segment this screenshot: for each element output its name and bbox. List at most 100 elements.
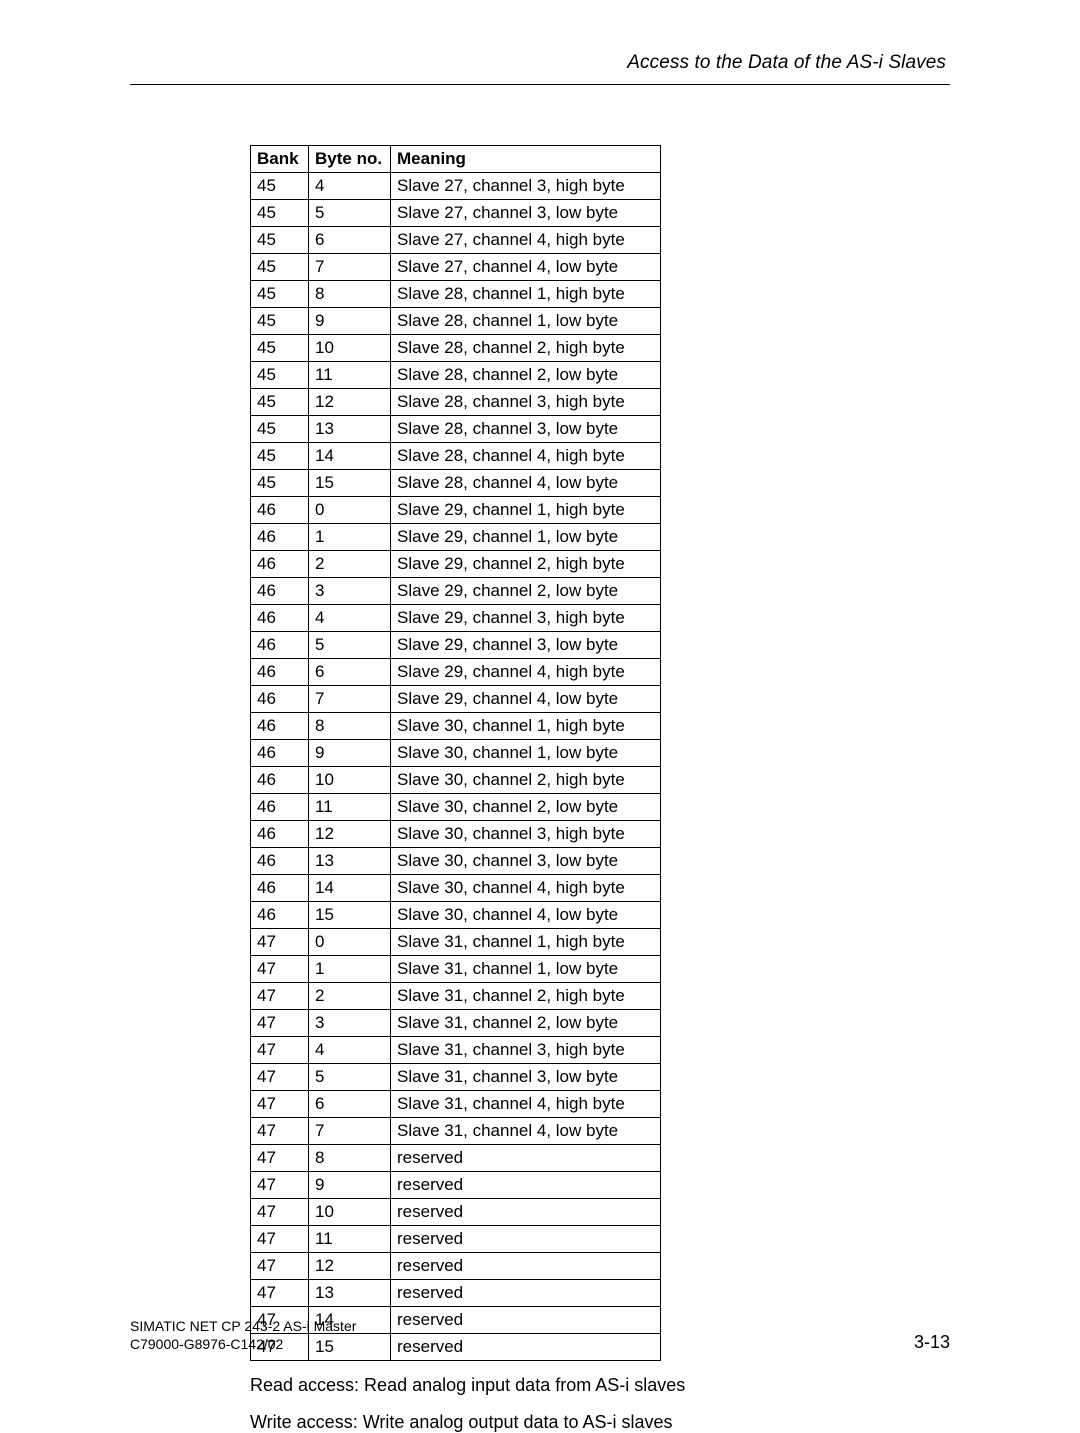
- footer-docnum: C79000-G8976-C142/02: [130, 1335, 356, 1353]
- table-row: 476Slave 31, channel 4, high byte: [251, 1091, 661, 1118]
- table-row: 4512Slave 28, channel 3, high byte: [251, 389, 661, 416]
- table-row: 4612Slave 30, channel 3, high byte: [251, 821, 661, 848]
- cell-bank: 47: [251, 1226, 309, 1253]
- cell-bank: 45: [251, 200, 309, 227]
- table-row: 4511Slave 28, channel 2, low byte: [251, 362, 661, 389]
- table-row: 4610Slave 30, channel 2, high byte: [251, 767, 661, 794]
- cell-bank: 46: [251, 605, 309, 632]
- cell-meaning: Slave 29, channel 1, high byte: [391, 497, 661, 524]
- table-row: 4510Slave 28, channel 2, high byte: [251, 335, 661, 362]
- cell-byte: 1: [309, 956, 391, 983]
- cell-byte: 12: [309, 821, 391, 848]
- cell-meaning: Slave 28, channel 4, low byte: [391, 470, 661, 497]
- cell-meaning: Slave 27, channel 3, low byte: [391, 200, 661, 227]
- cell-byte: 4: [309, 605, 391, 632]
- cell-byte: 7: [309, 254, 391, 281]
- cell-bank: 45: [251, 416, 309, 443]
- cell-byte: 8: [309, 713, 391, 740]
- cell-meaning: Slave 28, channel 1, high byte: [391, 281, 661, 308]
- cell-meaning: Slave 31, channel 1, low byte: [391, 956, 661, 983]
- cell-meaning: Slave 31, channel 2, low byte: [391, 1010, 661, 1037]
- cell-meaning: Slave 27, channel 4, high byte: [391, 227, 661, 254]
- cell-bank: 45: [251, 254, 309, 281]
- cell-meaning: Slave 29, channel 2, high byte: [391, 551, 661, 578]
- cell-meaning: Slave 27, channel 3, high byte: [391, 173, 661, 200]
- cell-byte: 10: [309, 767, 391, 794]
- cell-meaning: reserved: [391, 1226, 661, 1253]
- footer-pagenum: 3-13: [914, 1332, 950, 1353]
- cell-meaning: Slave 29, channel 4, high byte: [391, 659, 661, 686]
- table-row: 456Slave 27, channel 4, high byte: [251, 227, 661, 254]
- table-row: 462Slave 29, channel 2, high byte: [251, 551, 661, 578]
- data-table: Bank Byte no. Meaning 454Slave 27, chann…: [250, 145, 661, 1361]
- table-row: 470Slave 31, channel 1, high byte: [251, 929, 661, 956]
- cell-bank: 46: [251, 740, 309, 767]
- table-row: 4515Slave 28, channel 4, low byte: [251, 470, 661, 497]
- cell-meaning: Slave 31, channel 4, low byte: [391, 1118, 661, 1145]
- cell-meaning: Slave 30, channel 4, low byte: [391, 902, 661, 929]
- cell-bank: 45: [251, 173, 309, 200]
- cell-bank: 46: [251, 902, 309, 929]
- cell-bank: 47: [251, 1118, 309, 1145]
- cell-byte: 4: [309, 173, 391, 200]
- cell-bank: 46: [251, 686, 309, 713]
- cell-bank: 46: [251, 632, 309, 659]
- cell-bank: 45: [251, 470, 309, 497]
- cell-bank: 47: [251, 1145, 309, 1172]
- table-row: 467Slave 29, channel 4, low byte: [251, 686, 661, 713]
- cell-bank: 45: [251, 362, 309, 389]
- table-row: 478reserved: [251, 1145, 661, 1172]
- cell-byte: 12: [309, 1253, 391, 1280]
- table-row: 474Slave 31, channel 3, high byte: [251, 1037, 661, 1064]
- cell-byte: 11: [309, 362, 391, 389]
- cell-byte: 7: [309, 1118, 391, 1145]
- cell-bank: 46: [251, 767, 309, 794]
- cell-bank: 47: [251, 929, 309, 956]
- cell-bank: 46: [251, 848, 309, 875]
- cell-bank: 47: [251, 1037, 309, 1064]
- cell-bank: 46: [251, 794, 309, 821]
- col-header-meaning: Meaning: [391, 146, 661, 173]
- cell-meaning: Slave 30, channel 3, high byte: [391, 821, 661, 848]
- table-row: 473Slave 31, channel 2, low byte: [251, 1010, 661, 1037]
- cell-bank: 46: [251, 875, 309, 902]
- table-row: 4710reserved: [251, 1199, 661, 1226]
- cell-bank: 45: [251, 227, 309, 254]
- cell-meaning: Slave 30, channel 2, low byte: [391, 794, 661, 821]
- cell-byte: 11: [309, 1226, 391, 1253]
- table-row: 4615Slave 30, channel 4, low byte: [251, 902, 661, 929]
- cell-meaning: reserved: [391, 1172, 661, 1199]
- cell-byte: 3: [309, 578, 391, 605]
- cell-bank: 47: [251, 1064, 309, 1091]
- header-rule: [130, 84, 950, 85]
- table-header-row: Bank Byte no. Meaning: [251, 146, 661, 173]
- cell-meaning: Slave 31, channel 2, high byte: [391, 983, 661, 1010]
- cell-meaning: Slave 30, channel 4, high byte: [391, 875, 661, 902]
- write-access-text: Write access: Write analog output data t…: [250, 1412, 950, 1433]
- cell-bank: 47: [251, 1199, 309, 1226]
- table-row: 468Slave 30, channel 1, high byte: [251, 713, 661, 740]
- table-row: 466Slave 29, channel 4, high byte: [251, 659, 661, 686]
- cell-bank: 47: [251, 1010, 309, 1037]
- cell-meaning: Slave 28, channel 2, high byte: [391, 335, 661, 362]
- cell-bank: 46: [251, 551, 309, 578]
- table-row: 4614Slave 30, channel 4, high byte: [251, 875, 661, 902]
- cell-meaning: Slave 31, channel 1, high byte: [391, 929, 661, 956]
- footer-left: SIMATIC NET CP 243-2 AS-i Master C79000-…: [130, 1317, 356, 1353]
- cell-bank: 47: [251, 983, 309, 1010]
- cell-bank: 47: [251, 956, 309, 983]
- cell-meaning: Slave 29, channel 4, low byte: [391, 686, 661, 713]
- col-header-bank: Bank: [251, 146, 309, 173]
- table-row: 4514Slave 28, channel 4, high byte: [251, 443, 661, 470]
- table-row: 464Slave 29, channel 3, high byte: [251, 605, 661, 632]
- cell-byte: 14: [309, 875, 391, 902]
- table-row: 471Slave 31, channel 1, low byte: [251, 956, 661, 983]
- page: Access to the Data of the AS-i Slaves Ba…: [0, 0, 1080, 1397]
- cell-byte: 9: [309, 1172, 391, 1199]
- cell-meaning: Slave 28, channel 2, low byte: [391, 362, 661, 389]
- table-row: 459Slave 28, channel 1, low byte: [251, 308, 661, 335]
- cell-byte: 10: [309, 1199, 391, 1226]
- table-body: 454Slave 27, channel 3, high byte455Slav…: [251, 173, 661, 1361]
- table-row: 454Slave 27, channel 3, high byte: [251, 173, 661, 200]
- cell-meaning: Slave 28, channel 1, low byte: [391, 308, 661, 335]
